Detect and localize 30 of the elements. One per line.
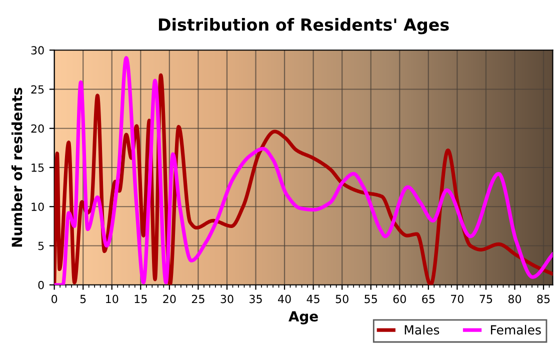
x-tick-label: 25 (192, 294, 204, 304)
x-tick-label: 60 (393, 294, 406, 304)
x-tick-label: 40 (278, 294, 291, 304)
chart-title: Distribution of Residents' Ages (158, 18, 449, 34)
x-tick-label: 80 (508, 294, 522, 304)
y-tick-label: 15 (32, 164, 44, 172)
x-tick-label: 85 (537, 294, 550, 304)
x-tick-label: 20 (163, 294, 176, 304)
y-tick-label: 10 (32, 202, 44, 211)
x-tick-label: 45 (306, 294, 320, 304)
x-tick-label: 55 (364, 294, 377, 304)
y-tick-label: 5 (38, 242, 44, 250)
x-tick-label: 35 (250, 294, 262, 304)
x-tick-label: 30 (220, 294, 234, 304)
legend-label: Females (490, 324, 541, 335)
y-tick-label: 0 (38, 280, 44, 290)
x-tick-label: 10 (106, 294, 118, 304)
x-axis-title: Age (288, 311, 318, 324)
x-tick-label: 65 (422, 294, 435, 304)
x-tick-label: 0 (52, 294, 58, 304)
x-tick-label: 70 (451, 294, 464, 304)
y-tick-label: 20 (31, 124, 44, 133)
x-tick-label: 5 (80, 294, 86, 304)
x-tick-label: 75 (480, 294, 492, 304)
x-tick-label: 50 (336, 294, 348, 304)
y-tick-label: 30 (31, 46, 44, 55)
legend-label: Males (404, 324, 440, 335)
x-tick-label: 15 (134, 294, 147, 304)
y-tick-label: 25 (31, 85, 44, 94)
y-axis-title: Number of residents (11, 88, 22, 247)
